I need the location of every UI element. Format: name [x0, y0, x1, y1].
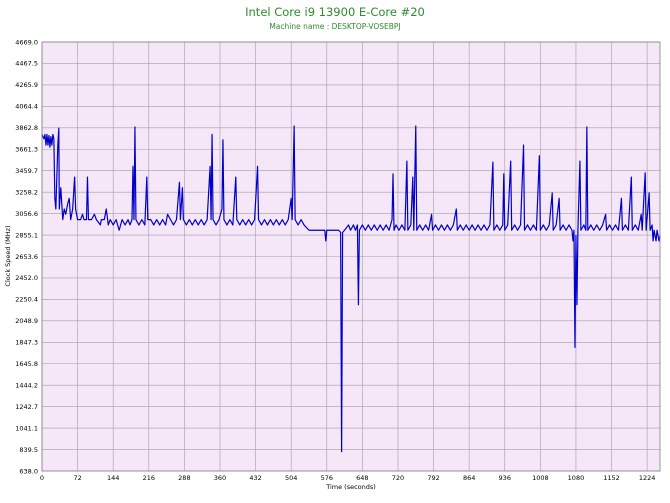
x-tick-label: 504: [285, 474, 297, 482]
x-axis-label: Time (seconds): [325, 483, 376, 491]
x-tick-label: 936: [499, 474, 511, 482]
x-tick-label: 648: [356, 474, 368, 482]
y-tick-label: 1242.7: [15, 403, 38, 411]
y-tick-label: 4265.9: [15, 81, 38, 89]
x-tick-label: 72: [73, 474, 81, 482]
x-tick-label: 360: [214, 474, 226, 482]
x-tick-label: 1224: [639, 474, 656, 482]
plot-border: [41, 41, 661, 472]
y-tick-label: 4064.4: [15, 103, 38, 111]
y-axis-label: Clock Speed (MHz): [4, 225, 12, 286]
chart-subtitle: Machine name : DESKTOP-VOSEBPJ: [269, 22, 400, 31]
y-tick-label: 3661.3: [15, 146, 38, 154]
x-tick-label: 1008: [532, 474, 549, 482]
y-axis-ticks: 638.0 839.5 1041.1 1242.7 1444.2 1645.8 1847.3…: [15, 38, 38, 475]
x-tick-label: 0: [40, 474, 44, 482]
y-tick-label: 1444.2: [15, 382, 38, 390]
x-tick-label: 576: [321, 474, 333, 482]
grid: [41, 41, 660, 472]
x-axis-ticks: 0 72 144 216 288 360 432 504 576 648 720 792 864 936 1…: [40, 474, 655, 482]
y-tick-label: 3056.6: [15, 210, 38, 218]
y-tick-label: 4669.0: [15, 38, 38, 46]
chart-title: Intel Core i9 13900 E-Core #20: [245, 5, 425, 19]
y-tick-label: 839.5: [19, 446, 38, 454]
x-tick-label: 1152: [603, 474, 620, 482]
y-tick-label: 3459.7: [15, 167, 38, 175]
x-tick-label: 144: [107, 474, 119, 482]
x-tick-label: 792: [427, 474, 439, 482]
series-line: [41, 125, 661, 453]
y-tick-label: 2855.1: [15, 231, 38, 239]
y-tick-label: 638.0: [19, 467, 38, 475]
y-tick-label: 2653.6: [15, 253, 38, 261]
x-tick-label: 216: [143, 474, 155, 482]
x-tick-label: 288: [178, 474, 190, 482]
y-tick-label: 4467.5: [15, 60, 38, 68]
y-tick-label: 1041.1: [15, 424, 38, 432]
x-tick-label: 432: [249, 474, 261, 482]
y-tick-label: 2048.9: [15, 317, 38, 325]
x-tick-label: 864: [463, 474, 475, 482]
y-tick-label: 3258.2: [15, 188, 38, 196]
y-tick-label: 2452.0: [15, 274, 38, 282]
y-tick-label: 1847.3: [15, 339, 38, 347]
y-tick-label: 3862.8: [15, 124, 38, 132]
y-tick-label: 1645.8: [15, 360, 38, 368]
x-tick-label: 1080: [568, 474, 585, 482]
y-tick-label: 2250.4: [15, 296, 38, 304]
x-tick-label: 720: [392, 474, 404, 482]
